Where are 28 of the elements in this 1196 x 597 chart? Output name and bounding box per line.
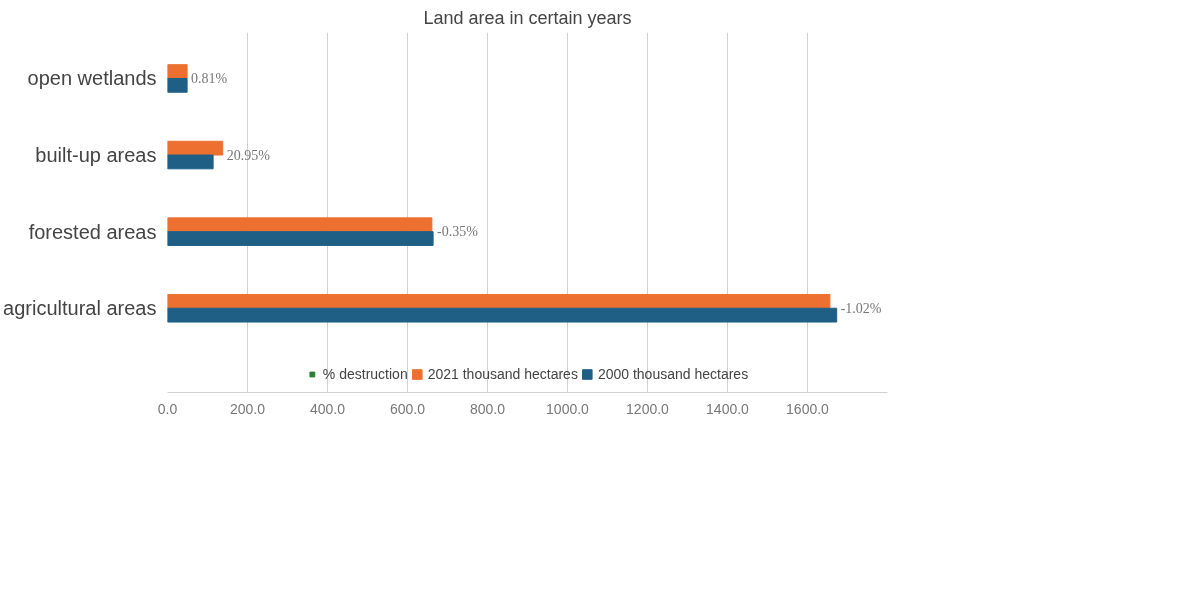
- chart-title: Land area in certain years: [423, 7, 632, 28]
- annotation: -0.35%: [437, 224, 479, 240]
- bar: [167, 64, 188, 79]
- x-tick-label: 1000.0: [546, 400, 590, 417]
- x-tick-label: 600.0: [389, 400, 426, 417]
- bar: [167, 154, 214, 170]
- y-tick-label: forested areas: [28, 220, 157, 243]
- x-tick-label: 1200.0: [626, 400, 670, 417]
- x-tick-label: 1600.0: [786, 400, 830, 417]
- bar: [167, 307, 838, 323]
- legend-label: % destruction: [322, 366, 408, 382]
- y-tick-label: agricultural areas: [3, 297, 157, 320]
- x-tick-label: 200.0: [229, 400, 266, 417]
- x-tick-label: 800.0: [469, 400, 506, 417]
- annotation: 0.81%: [191, 70, 228, 86]
- legend-label: 2021 thousand hectares: [427, 366, 578, 382]
- annotation: 20.95%: [226, 147, 271, 163]
- x-tick-label: 400.0: [309, 400, 346, 417]
- x-tick-label: 0.0: [157, 400, 178, 417]
- bar: [167, 77, 188, 93]
- bar: [167, 217, 433, 233]
- bar: [167, 231, 434, 246]
- x-tick-label: 1400.0: [706, 400, 750, 417]
- bar: [167, 293, 831, 309]
- y-tick-label: built-up areas: [35, 144, 157, 167]
- legend-label: 2000 thousand hectares: [597, 366, 749, 382]
- y-tick-label: open wetlands: [27, 67, 157, 90]
- annotation: -1.02%: [840, 300, 882, 316]
